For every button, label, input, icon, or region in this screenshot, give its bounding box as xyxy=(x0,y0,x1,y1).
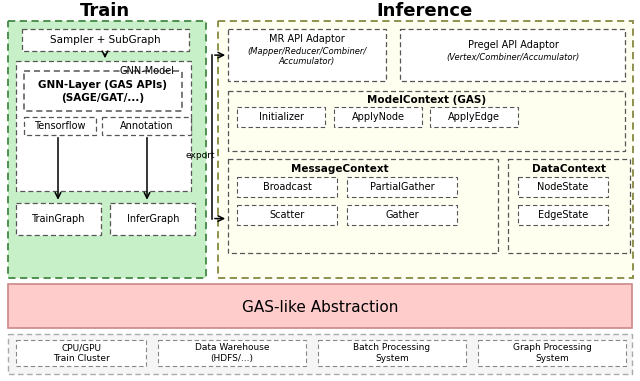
Bar xyxy=(16,61,191,190)
Text: Pregel API Adaptor: Pregel API Adaptor xyxy=(468,40,559,50)
Bar xyxy=(102,117,191,135)
Text: Tensorflow: Tensorflow xyxy=(35,121,86,131)
Text: MessageContext: MessageContext xyxy=(291,164,389,174)
Text: Train: Train xyxy=(80,2,130,20)
Bar xyxy=(347,177,457,197)
Bar xyxy=(158,340,306,366)
Text: DataContext: DataContext xyxy=(532,164,606,174)
Bar xyxy=(8,334,632,374)
Bar xyxy=(334,107,422,127)
Text: GAS-like Abstraction: GAS-like Abstraction xyxy=(242,300,398,315)
Bar xyxy=(22,29,189,51)
Bar xyxy=(508,159,630,253)
Text: GNN-Layer (GAS APIs): GNN-Layer (GAS APIs) xyxy=(38,80,168,90)
Text: NodeState: NodeState xyxy=(538,182,589,192)
Bar xyxy=(400,29,625,81)
Text: Initializer: Initializer xyxy=(259,112,303,122)
Text: PartialGather: PartialGather xyxy=(370,182,435,192)
Text: CPU/GPU
Train Cluster: CPU/GPU Train Cluster xyxy=(52,343,109,363)
Text: Broadcast: Broadcast xyxy=(262,182,312,192)
Bar xyxy=(237,205,337,224)
Bar xyxy=(24,117,96,135)
Text: export: export xyxy=(186,151,215,160)
Bar xyxy=(16,340,146,366)
Bar xyxy=(228,29,386,81)
Bar xyxy=(478,340,626,366)
Text: Data Warehouse
(HDFS/...): Data Warehouse (HDFS/...) xyxy=(195,343,269,363)
Bar xyxy=(228,91,625,151)
Bar xyxy=(16,203,101,234)
Text: Graph Processing
System: Graph Processing System xyxy=(513,343,591,363)
Text: TrainGraph: TrainGraph xyxy=(31,214,84,224)
Bar xyxy=(237,107,325,127)
Bar xyxy=(8,284,632,328)
Bar xyxy=(318,340,466,366)
Bar xyxy=(237,177,337,197)
Bar xyxy=(518,205,608,224)
Text: ApplyEdge: ApplyEdge xyxy=(448,112,500,122)
Bar xyxy=(347,205,457,224)
Bar xyxy=(430,107,518,127)
Bar xyxy=(218,21,633,279)
Text: Annotation: Annotation xyxy=(120,121,174,131)
Bar xyxy=(8,21,206,279)
Text: (SAGE/GAT/...): (SAGE/GAT/...) xyxy=(61,93,145,103)
Bar xyxy=(110,203,195,234)
Bar xyxy=(24,71,182,111)
Text: Inference: Inference xyxy=(377,2,473,20)
Text: InferGraph: InferGraph xyxy=(127,214,179,224)
Text: ApplyNode: ApplyNode xyxy=(351,112,404,122)
Text: Scatter: Scatter xyxy=(269,210,305,219)
Bar xyxy=(228,159,498,253)
Text: Batch Processing
System: Batch Processing System xyxy=(353,343,431,363)
Text: (Mapper/Reducer/Combiner/: (Mapper/Reducer/Combiner/ xyxy=(248,46,367,56)
Text: Accumulator): Accumulator) xyxy=(279,57,335,66)
Text: EdgeState: EdgeState xyxy=(538,210,588,219)
Text: Gather: Gather xyxy=(385,210,419,219)
Text: (Vertex/Combiner/Accumulator): (Vertex/Combiner/Accumulator) xyxy=(446,53,580,62)
Text: GNN-Model: GNN-Model xyxy=(120,66,175,76)
Text: Sampler + SubGraph: Sampler + SubGraph xyxy=(50,35,160,45)
Bar xyxy=(518,177,608,197)
Text: MR API Adaptor: MR API Adaptor xyxy=(269,34,345,44)
Text: ModelContext (GAS): ModelContext (GAS) xyxy=(367,95,486,105)
